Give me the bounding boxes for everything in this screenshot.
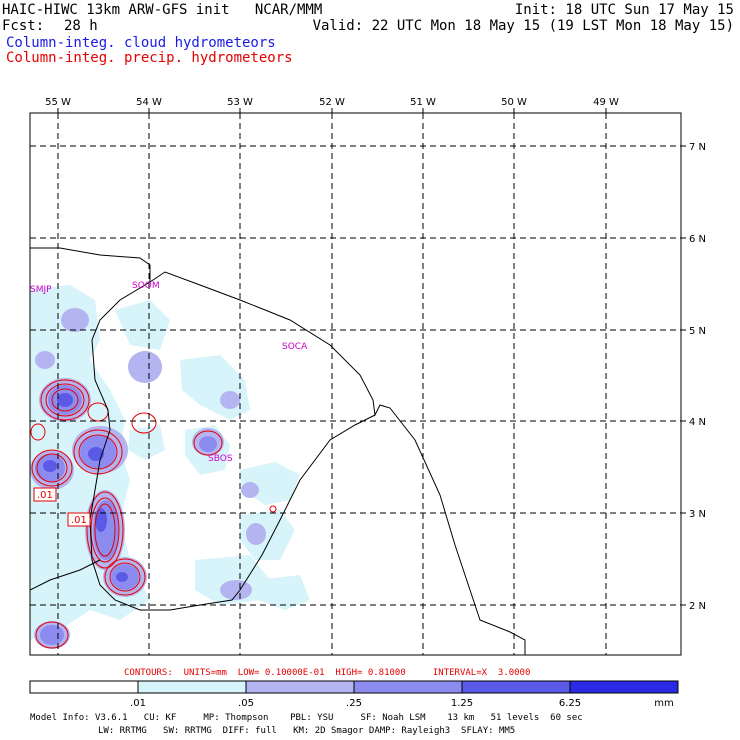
lon-label: 50 W	[501, 97, 527, 108]
model-info-line-1: Model Info: V3.6.1 CU: KF MP: Thompson P…	[30, 713, 583, 723]
lon-label: 51 W	[410, 97, 436, 108]
model-info-line-2: LW: RRTMG SW: RRTMG DIFF: full KM: 2D Sm…	[98, 726, 516, 736]
lon-label: 53 W	[227, 97, 253, 108]
lat-label: 4 N	[689, 417, 706, 428]
station-label: SBOS	[208, 454, 233, 464]
station-label: SMJP	[30, 285, 52, 295]
colorbar-tick: 1.25	[451, 698, 473, 709]
init-time: Init: 18 UTC Sun 17 May 15	[514, 2, 734, 18]
lat-label: 6 N	[689, 234, 706, 245]
lon-label: 54 W	[136, 97, 162, 108]
model-title: HAIC-HIWC 13km ARW-GFS init NCAR/MMM	[2, 2, 323, 18]
forecast-label: Fcst:	[2, 18, 45, 34]
lon-label: 55 W	[45, 97, 71, 108]
colorbar-tick: .01	[130, 698, 146, 709]
lat-label: 7 N	[689, 142, 706, 153]
colorbar-tick: .05	[238, 698, 254, 709]
lat-label: 3 N	[689, 509, 706, 520]
lon-label: 52 W	[319, 97, 345, 108]
colorbar-tick: .25	[346, 698, 362, 709]
lat-label: 2 N	[689, 601, 706, 612]
colorbar-tick: 6.25	[559, 698, 581, 709]
colorbar	[29, 680, 679, 694]
station-label: SOCA	[282, 342, 308, 352]
lat-label: 5 N	[689, 326, 706, 337]
cloud-field-label: Column-integ. cloud hydrometeors	[6, 35, 276, 51]
colorbar-unit: mm	[654, 698, 673, 709]
shading-layer	[30, 113, 681, 655]
lon-label: 49 W	[593, 97, 619, 108]
precip-field-label: Column-integ. precip. hydrometeors	[6, 50, 293, 66]
valid-time: Valid: 22 UTC Mon 18 May 15 (19 LST Mon …	[312, 18, 734, 34]
contour-label: .01	[37, 490, 53, 501]
contour-label: .01	[71, 515, 87, 526]
station-label: SOOM	[132, 281, 160, 291]
forecast-hour: 28 h	[64, 18, 98, 34]
map-frame	[29, 112, 682, 656]
contours-info: CONTOURS: UNITS=mm LOW= 0.10000E-01 HIGH…	[124, 668, 531, 678]
